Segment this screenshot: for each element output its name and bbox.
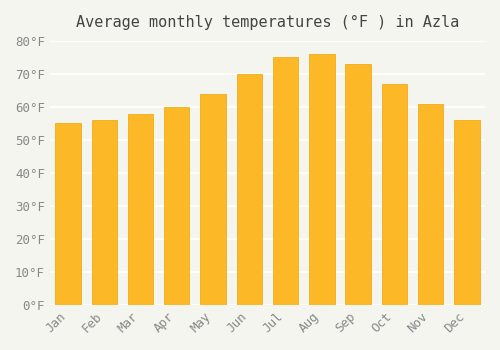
Bar [128, 113, 153, 305]
Title: Average monthly temperatures (°F ) in Azla: Average monthly temperatures (°F ) in Az… [76, 15, 459, 30]
Bar [236, 74, 262, 305]
Bar [346, 64, 371, 305]
Bar [92, 120, 117, 305]
Bar [273, 57, 298, 305]
Bar [200, 94, 226, 305]
Bar [309, 54, 334, 305]
Bar [164, 107, 190, 305]
Bar [382, 84, 407, 305]
Bar [418, 104, 444, 305]
Bar [56, 124, 80, 305]
Bar [454, 120, 479, 305]
